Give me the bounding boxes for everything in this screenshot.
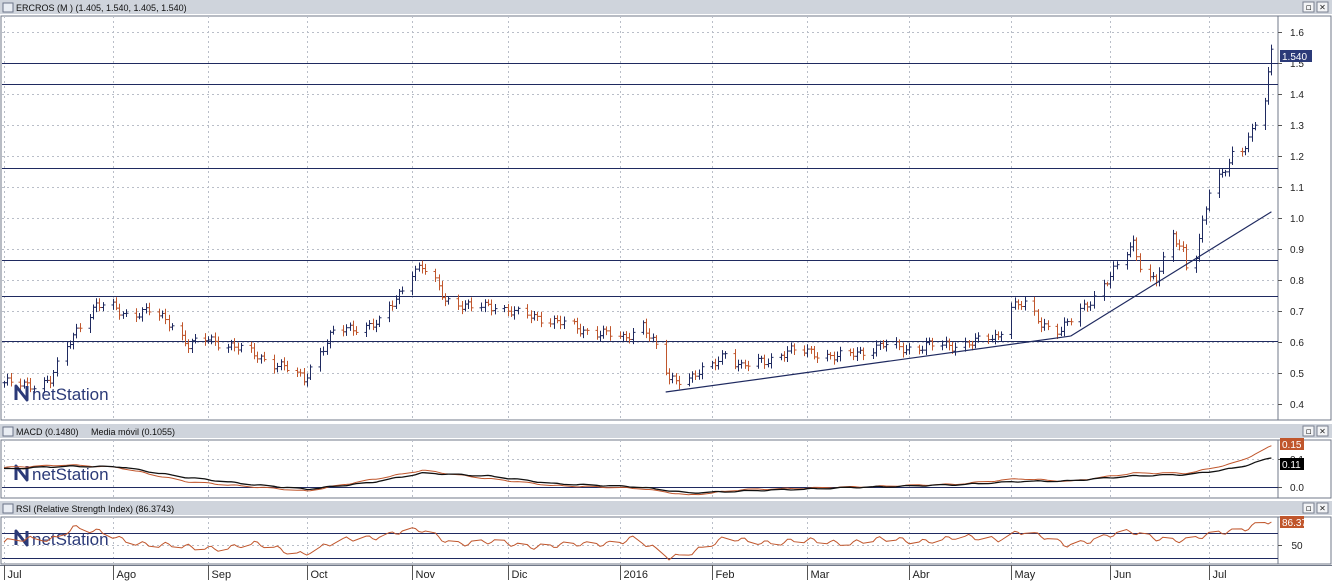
price-last-value-badge xyxy=(1280,50,1312,62)
price-ytick-label: 0.7 xyxy=(1290,307,1304,318)
x-axis-month-label: Feb xyxy=(716,569,735,581)
macd-panel-header xyxy=(0,424,1332,438)
price-ytick-label: 1.4 xyxy=(1290,90,1304,101)
x-axis-month-label: May xyxy=(1015,569,1036,581)
panel-menu-icon[interactable] xyxy=(2,503,14,514)
macd-ytick-label: 0.0 xyxy=(1290,483,1304,494)
trend-line xyxy=(665,335,1071,393)
panel-menu-icon[interactable] xyxy=(2,426,14,437)
price-ytick-label: 1.0 xyxy=(1290,214,1304,225)
x-axis-month-label: Sep xyxy=(212,569,232,581)
x-axis-month-label: Ago xyxy=(117,569,137,581)
price-ytick-label: 1.5 xyxy=(1290,59,1304,70)
macd-signal-title: Media móvil (0.1055) xyxy=(91,427,175,437)
macd-plot-frame xyxy=(0,439,1332,499)
price-panel-header xyxy=(0,0,1332,14)
x-axis-month-label: Jun xyxy=(1114,569,1132,581)
macd-panel-title: MACD (0.1480) xyxy=(16,427,79,437)
restore-icon-glyph: ▫ xyxy=(1305,427,1311,437)
rsi-panel-header xyxy=(0,501,1332,515)
macd-signal-last-value-badge xyxy=(1280,458,1304,470)
macd-signal-last-value-text: 0.11 xyxy=(1282,460,1301,471)
rsi-panel[interactable]: RSI (Relative Strength Index) (86.3743) … xyxy=(0,501,1332,565)
price-last-value-text: 1.540 xyxy=(1282,52,1307,63)
x-axis-month-label: Oct xyxy=(311,569,328,581)
netstation-logo-text: netStation xyxy=(32,465,109,484)
restore-icon[interactable] xyxy=(1302,502,1315,514)
rsi-ytick-label: 50 xyxy=(1291,541,1303,552)
panel-menu-icon[interactable] xyxy=(2,2,14,13)
price-ytick-label: 1.6 xyxy=(1290,28,1304,39)
rsi-panel-title: RSI (Relative Strength Index) (86.3743) xyxy=(16,504,174,514)
restore-icon[interactable] xyxy=(1302,1,1315,13)
close-icon[interactable] xyxy=(1316,425,1329,437)
netstation-logo: netStation xyxy=(14,384,109,404)
macd-last-value-badge xyxy=(1280,438,1304,450)
price-panel-title: ERCROS (M ) (1.405, 1.540, 1.405, 1.540) xyxy=(16,3,187,13)
price-ytick-label: 0.9 xyxy=(1290,245,1304,256)
price-ytick-label: 0.4 xyxy=(1290,400,1304,411)
x-axis-band xyxy=(0,565,1332,582)
macd-signal-line xyxy=(3,457,1272,494)
ohlc-bars xyxy=(2,44,1274,394)
close-icon-glyph: ✕ xyxy=(1319,3,1326,12)
macd-panel[interactable]: MACD (0.1480) Media móvil (0.1055) ▫ ✕ 0… xyxy=(0,424,1332,499)
x-axis-month-label: 2016 xyxy=(624,569,648,581)
x-axis-month-label: Dic xyxy=(512,569,528,581)
price-ytick-label: 1.2 xyxy=(1290,152,1304,163)
price-ytick-label: 0.6 xyxy=(1290,338,1304,349)
x-axis-month-label: Jul xyxy=(1213,569,1227,581)
macd-last-value-text: 0.15 xyxy=(1282,440,1302,451)
netstation-logo-text: netStation xyxy=(32,385,109,404)
x-axis-month-label: Nov xyxy=(416,569,436,581)
netstation-logo-icon xyxy=(14,384,29,402)
price-ytick-label: 0.8 xyxy=(1290,276,1304,287)
x-axis-month-label: Abr xyxy=(913,569,930,581)
netstation-logo-icon xyxy=(14,464,29,482)
trend-line xyxy=(1070,211,1272,337)
x-axis: Jul Ago Sep Oct Nov Dic 2016 Feb Mar Abr May Jun Jul xyxy=(0,565,1332,582)
price-ytick-label: 0.5 xyxy=(1290,369,1304,380)
close-icon-glyph: ✕ xyxy=(1319,504,1326,513)
close-icon[interactable] xyxy=(1316,502,1329,514)
restore-icon-glyph: ▫ xyxy=(1305,504,1311,514)
netstation-logo-text: netStation xyxy=(32,530,109,549)
restore-icon-glyph: ▫ xyxy=(1305,3,1311,13)
rsi-last-value-badge xyxy=(1280,516,1304,528)
netstation-logo: netStation xyxy=(14,464,109,484)
x-axis-month-label: Jul xyxy=(8,569,22,581)
close-icon-glyph: ✕ xyxy=(1319,427,1326,436)
x-axis-month-label: Mar xyxy=(811,569,830,581)
rsi-last-value-text: 86.37 xyxy=(1282,518,1307,529)
price-ytick-label: 1.3 xyxy=(1290,121,1304,132)
restore-icon[interactable] xyxy=(1302,425,1315,437)
close-icon[interactable] xyxy=(1316,1,1329,13)
rsi-line xyxy=(3,521,1272,561)
price-ytick-label: 1.1 xyxy=(1290,183,1304,194)
price-panel[interactable]: ERCROS (M ) (1.405, 1.540, 1.405, 1.540)… xyxy=(0,0,1332,421)
